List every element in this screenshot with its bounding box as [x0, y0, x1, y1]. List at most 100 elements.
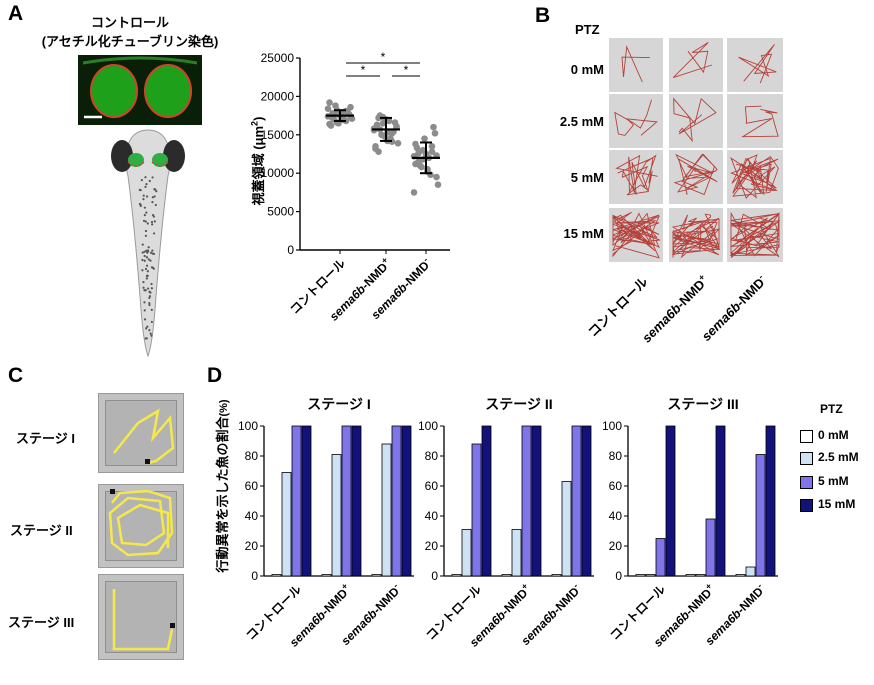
bar-0-mM [635, 574, 646, 577]
scatter-ytick-label: 25000 [261, 51, 295, 65]
legend-label: 15 mM [818, 497, 856, 511]
scatter-point [410, 189, 418, 196]
bar-15-mM [481, 425, 492, 577]
bar-ytick-label: 20 [245, 539, 259, 553]
swim-track-path [671, 213, 721, 259]
bar-ytick-label: 60 [425, 479, 439, 493]
stage-label: ステージ II [10, 523, 73, 538]
scatter-point [418, 163, 425, 171]
tectum-ylabel-text: 視蓋領域 [251, 153, 266, 206]
bar-2-5-mM [745, 566, 756, 577]
bar-2-5-mM [331, 454, 342, 577]
scatter-point [326, 120, 333, 128]
scatter-point [430, 123, 437, 131]
bar-15-mM [351, 425, 362, 577]
bar-ytick-label: 20 [609, 539, 623, 553]
bar-ytick-label: 100 [238, 419, 258, 433]
bar-ytick-label: 100 [602, 419, 622, 433]
bar-5-mM [391, 425, 402, 577]
swim-track-path [738, 44, 777, 84]
tectum-ylabel-unit-close: ) [251, 116, 266, 121]
swim-track-path [730, 154, 779, 199]
stage-tracks [108, 408, 175, 651]
scatter-point [413, 144, 421, 152]
panel-letter-b: B [535, 4, 551, 27]
ptz-row-label: 0 mM [570, 62, 604, 77]
bar-5-mM [521, 425, 532, 577]
bar-15-mM [531, 425, 542, 577]
bar-2-5-mM [461, 529, 472, 577]
ptz-row-label: 5 mM [570, 170, 604, 185]
legend-swatch [800, 476, 813, 489]
bar-0-mM [685, 574, 696, 577]
bar-chart-title: ステージ II [485, 396, 552, 412]
bar-category-label: sema6b-NMD- [337, 581, 404, 648]
legend-swatch [800, 452, 813, 465]
panel-letter-c: C [8, 364, 24, 387]
scatter-point [372, 145, 379, 152]
stage-label: ステージ III [8, 615, 75, 630]
scatter-point [326, 99, 333, 106]
scatter-ytick-label: 10000 [261, 166, 295, 180]
bar-chart-title: ステージ III [667, 396, 738, 412]
swim-track-path [614, 99, 658, 136]
bar-category-label: sema6b-NMD- [517, 581, 584, 648]
swim-track-tile [669, 38, 723, 92]
swim-track-path [621, 45, 650, 83]
scatter-point [434, 181, 442, 189]
scatter-point [394, 139, 402, 147]
scatter-ytick-label: 20000 [261, 89, 295, 103]
tectum-ylabel-unit: (μm [251, 125, 266, 150]
behavior-ylabel: 行動異常を示した魚の割合(%) [212, 396, 231, 576]
swim-track-path [615, 154, 658, 196]
swim-track-tile [609, 38, 663, 92]
bar-0-mM [551, 574, 562, 577]
behavior-bar-charts: 0 20 40 60 80 100 0 20 40 60 80 100 0 20 40 60 80 100 ステー… [238, 396, 778, 650]
scatter-point [332, 102, 339, 109]
bar-0-mM [501, 574, 512, 577]
bar-2-5-mM [281, 472, 292, 577]
bar-ytick-label: 20 [425, 539, 439, 553]
scatter-point [431, 129, 439, 137]
scatter-ytick-label: 0 [287, 243, 294, 257]
bar-ytick-label: 80 [609, 449, 623, 463]
legend-label: 0 mM [818, 428, 849, 442]
scatter-point [378, 131, 385, 139]
bar-ytick-label: 0 [251, 569, 258, 583]
bar-category-label: sema6b-NMD- [701, 581, 768, 648]
behavior-ylabel-container: 行動異常を示した魚の割合(%) [212, 399, 232, 580]
bar-ytick-label: 80 [245, 449, 259, 463]
bar-ytick-label: 60 [245, 479, 259, 493]
bar-chart-title: ステージ I [307, 396, 371, 412]
bar-5-mM [341, 425, 352, 577]
swim-track-tile [727, 38, 783, 92]
legend-swatch [800, 499, 813, 512]
scatter-point [433, 173, 440, 181]
panel-a-title-line1: コントロール [90, 15, 169, 30]
bar-5-mM [291, 425, 302, 577]
bar-0-mM [321, 574, 332, 577]
scatter-point [324, 105, 332, 112]
bar-15-mM [715, 425, 726, 577]
panel-a-title: コントロール (アセチル化チューブリン染色) [20, 12, 240, 50]
bar-ytick-label: 40 [609, 509, 623, 523]
bar-ytick-label: 100 [418, 419, 438, 433]
bar-ytick-label: 40 [245, 509, 259, 523]
swim-track-path [673, 153, 718, 196]
bar-15-mM [665, 425, 676, 577]
zebrafish-larva-illustration [111, 129, 185, 358]
scatter-ytick-label: 15000 [261, 128, 295, 142]
bar-2-5-mM [511, 529, 522, 577]
panel-b-column-label: コントロール [584, 274, 651, 340]
bar-0-mM [371, 574, 382, 577]
scatter-point [428, 143, 436, 150]
scatter-point [415, 149, 422, 157]
swim-track-path [729, 211, 781, 258]
swim-track-grid [609, 38, 783, 262]
tectum-ylabel-container: 視蓋領域 (μm2) [248, 116, 268, 220]
bar-ytick-label: 0 [615, 569, 622, 583]
bar-ytick-label: 40 [425, 509, 439, 523]
bar-5-mM [571, 425, 582, 577]
scatter-ytick-label: 5000 [267, 205, 294, 219]
tectum-ylabel-unit-sup: 2 [249, 120, 260, 126]
